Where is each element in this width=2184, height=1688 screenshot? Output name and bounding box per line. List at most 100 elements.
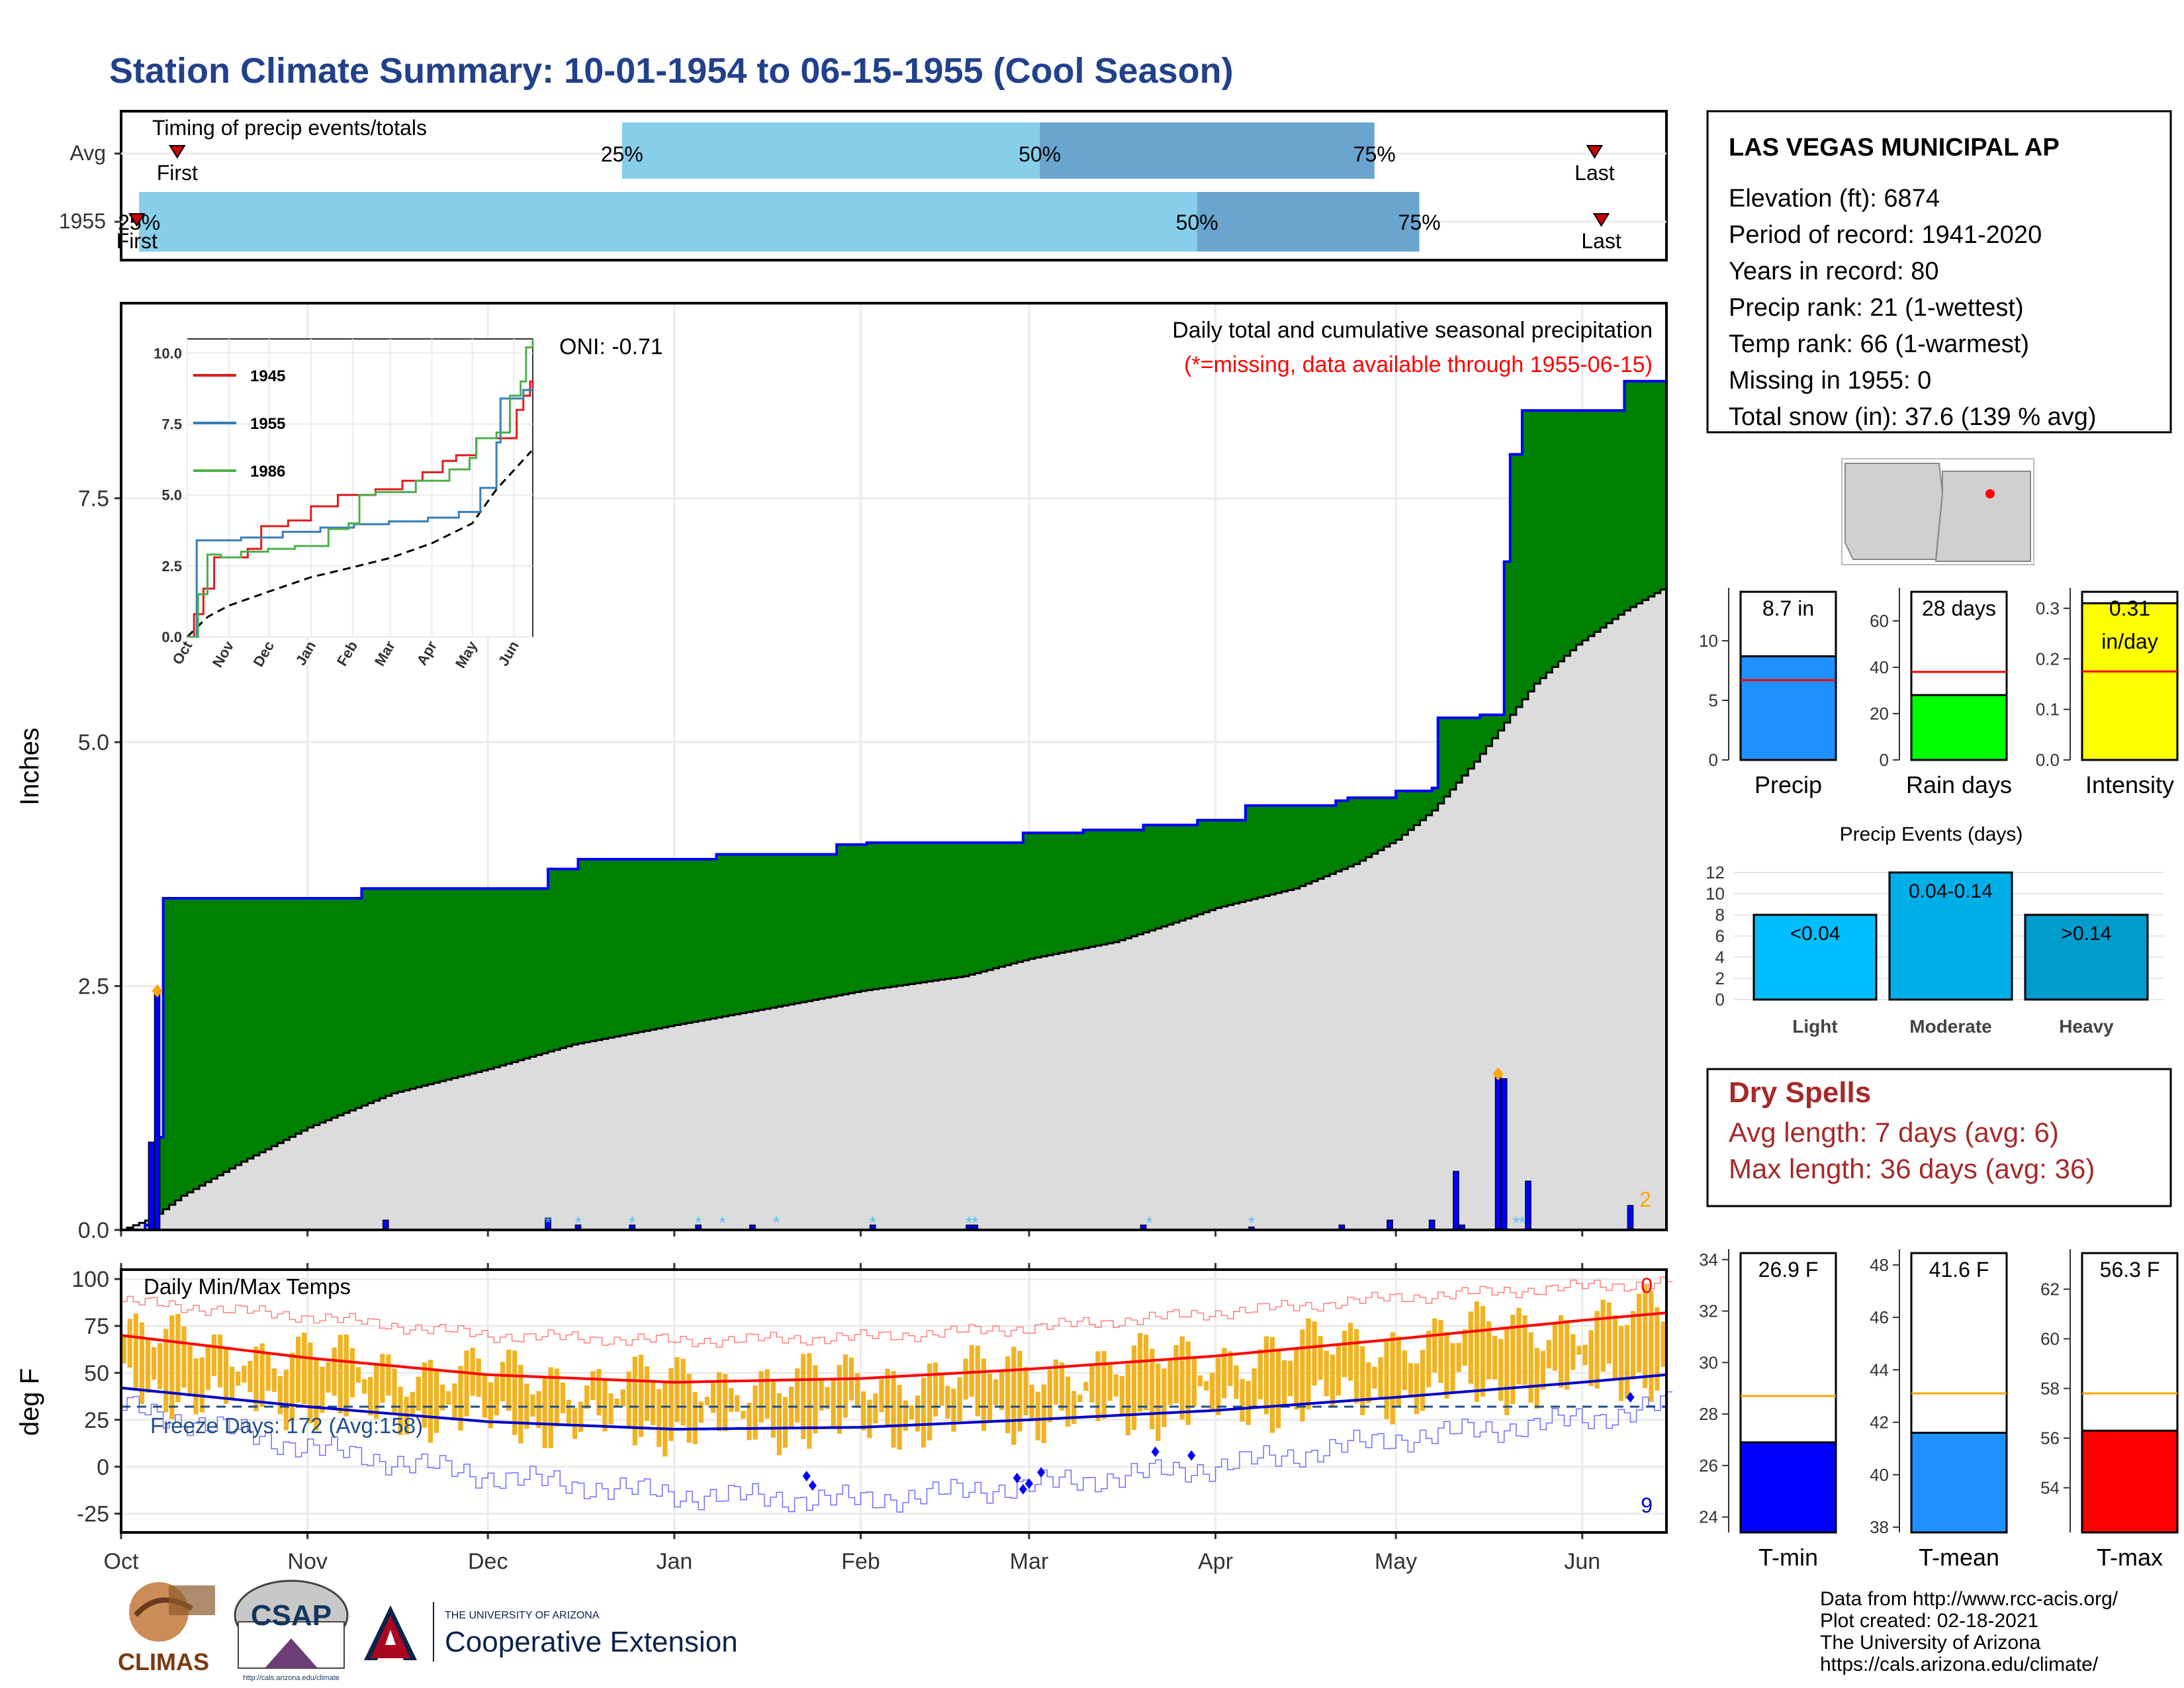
- daily-temp-bar: [217, 1335, 223, 1387]
- daily-temp-bar: [1011, 1346, 1017, 1445]
- station-info-box: LAS VEGAS MUNICIPAL AP Elevation (ft): 6…: [1706, 110, 2172, 434]
- timing-p75-label: 75%: [1398, 211, 1441, 234]
- daily-temp-bar: [1516, 1307, 1522, 1385]
- daily-temp-bar: [1480, 1305, 1486, 1397]
- daily-temp-bar: [1234, 1365, 1239, 1399]
- inset-series-line: [187, 389, 533, 638]
- daily-temp-bar: [1047, 1370, 1052, 1423]
- missing-day-marker: *: [629, 1213, 635, 1233]
- timing-marker-icon: [169, 145, 186, 159]
- timing-bar-q2: [621, 122, 1040, 179]
- daily-temp-bar: [1558, 1315, 1564, 1388]
- daily-temp-bar: [332, 1347, 337, 1396]
- daily-temp-bar: [1510, 1314, 1516, 1404]
- daily-temp-bar: [1288, 1360, 1293, 1397]
- record-low-marker: [808, 1480, 817, 1491]
- inset-average-line: [186, 450, 533, 638]
- daily-temp-bar: [1095, 1351, 1101, 1421]
- daily-temp-bar: [199, 1357, 205, 1413]
- temp-min-ytick-label: 28: [1699, 1404, 1718, 1424]
- daily-temp-bar: [1438, 1320, 1443, 1383]
- daily-temp-bar: [915, 1395, 921, 1432]
- credits: Data from http://www.rcc-acis.org/ Plot …: [1820, 1588, 2118, 1675]
- daily-temp-bar: [530, 1394, 535, 1417]
- daily-temp-bar: [1528, 1332, 1533, 1403]
- month-tick-label: Apr: [1198, 1549, 1233, 1574]
- record-low-marker: [1013, 1472, 1021, 1483]
- precip-panel: 0.02.55.07.5 * * * * * * * ** * * ** Inches Daily …: [15, 302, 1668, 1270]
- daily-temp-bar: [1570, 1334, 1576, 1370]
- daily-temp-bar: [596, 1369, 602, 1416]
- daily-temp-bar: [741, 1411, 746, 1419]
- record-precip-marker: [152, 984, 163, 998]
- daily-precip-bar: [1428, 1219, 1435, 1231]
- daily-temp-bar: [446, 1391, 451, 1405]
- daily-temp-bar: [1306, 1318, 1311, 1410]
- daily-temp-bar: [1041, 1384, 1046, 1443]
- inset-ytick-label: 10.0: [154, 345, 182, 361]
- daily-temp-bar: [289, 1352, 295, 1421]
- daily-temp-bar: [963, 1358, 968, 1400]
- daily-temp-bar: [380, 1354, 385, 1403]
- daily-temp-bar: [873, 1393, 878, 1424]
- temp-max-ytick-label: 58: [2040, 1379, 2060, 1399]
- csap-logo-url: http://cals.arizona.edu/climate: [243, 1674, 340, 1682]
- daily-temp-bar: [542, 1378, 547, 1448]
- daily-temp-bar: [1071, 1391, 1077, 1425]
- daily-temp-bar: [1294, 1348, 1299, 1410]
- daily-temp-bar: [320, 1366, 325, 1413]
- daily-temp-bar: [981, 1358, 987, 1431]
- daily-temp-bar: [1618, 1326, 1624, 1401]
- precip-total-value-label: 8.7 in: [1762, 596, 1814, 620]
- timing-marker-icon: [128, 213, 146, 227]
- daily-temp-bar: [1462, 1329, 1467, 1366]
- temp-corner-top: 0: [1641, 1274, 1653, 1297]
- timing-row-1955-label: 1955: [59, 209, 106, 233]
- daily-precip-bar: [1525, 1180, 1531, 1231]
- daily-temp-bar: [500, 1362, 506, 1401]
- daily-temp-bar: [632, 1356, 638, 1446]
- daily-temp-bar: [314, 1358, 319, 1431]
- temp-ytick-label: 75: [84, 1314, 109, 1339]
- daily-temp-bar: [265, 1353, 271, 1391]
- daily-temp-bar: [1275, 1348, 1281, 1429]
- missing-day-marker: *: [719, 1213, 725, 1233]
- credit-line-1: Plot created: 02-18-2021: [1820, 1610, 2038, 1632]
- daily-temp-bar: [554, 1368, 559, 1427]
- daily-temp-bar: [1522, 1315, 1527, 1385]
- daily-temp-bar: [939, 1373, 944, 1406]
- daily-temp-bar: [386, 1354, 391, 1396]
- timing-first-label: First: [157, 161, 198, 185]
- inset-ytick-label: 2.5: [161, 558, 182, 575]
- daily-temp-bar: [133, 1313, 138, 1391]
- precip-subtitle: (*=missing, data available through 1955-…: [1184, 352, 1653, 377]
- daily-temp-bar: [1246, 1380, 1251, 1425]
- daily-temp-bar: [1065, 1376, 1071, 1427]
- temp-max-ytick-label: 54: [2040, 1478, 2060, 1498]
- temp-min-bar: [1739, 1441, 1837, 1534]
- daily-temp-bar: [302, 1333, 307, 1405]
- daily-temp-bar: [969, 1345, 974, 1397]
- temp-max-ytick-label: 60: [2040, 1329, 2060, 1349]
- daily-temp-bar: [1498, 1338, 1504, 1401]
- daily-temp-bar: [1606, 1302, 1612, 1364]
- daily-temp-bar: [1546, 1340, 1552, 1369]
- credit-line-0: Data from http://www.rcc-acis.org/: [1820, 1588, 2118, 1610]
- daily-temp-bar: [518, 1364, 523, 1444]
- temp-mean-ytick-label: 42: [1870, 1413, 1889, 1432]
- temp-min-ytick-label: 32: [1699, 1301, 1718, 1321]
- daily-temp-bar: [1552, 1324, 1558, 1371]
- daily-temp-bar: [1107, 1362, 1113, 1401]
- daily-temp-bar: [837, 1364, 842, 1434]
- daily-temp-bar: [1167, 1360, 1173, 1405]
- temp-mean-ytick-label: 40: [1870, 1465, 1889, 1485]
- missing-day-marker: *: [545, 1213, 551, 1233]
- daily-temp-bar: [1420, 1350, 1426, 1411]
- daily-temp-bar: [770, 1380, 776, 1438]
- temp-max-bar: [2081, 1429, 2179, 1534]
- precip-ylabel: Inches: [15, 727, 44, 806]
- daily-temp-bar: [716, 1372, 722, 1432]
- daily-temp-bar: [416, 1376, 421, 1411]
